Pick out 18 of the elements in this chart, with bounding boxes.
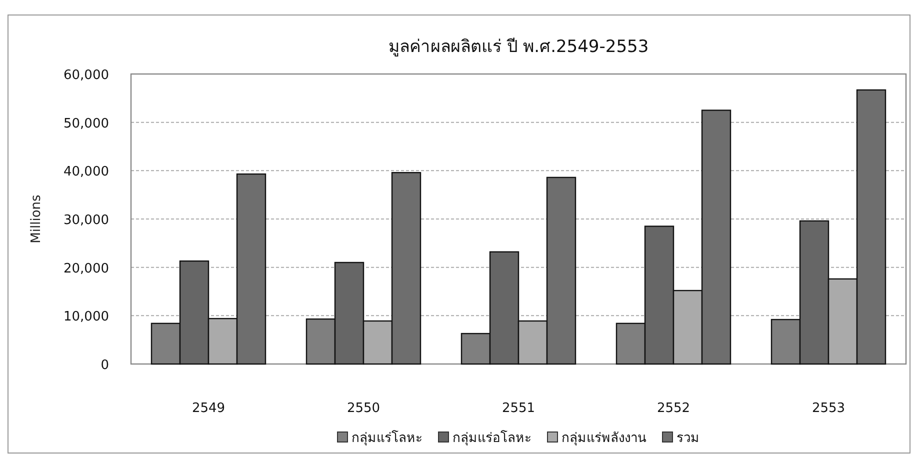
y-tick-label: 50,000: [64, 116, 109, 132]
legend-label: กลุ่มแร่โลหะ: [352, 430, 422, 446]
x-tick-label: 2550: [346, 401, 380, 416]
x-tick-label: 2552: [656, 401, 690, 416]
x-tick-label: 2553: [812, 401, 846, 416]
y-tick-label: 20,000: [64, 261, 109, 276]
y-axis-title: Millions: [29, 194, 44, 244]
y-tick-label: 10,000: [64, 310, 109, 325]
y-tick-label: 60,000: [64, 68, 109, 83]
legend-label: กลุ่มแร่อโลหะ: [452, 430, 532, 446]
x-tick-label: 2551: [502, 401, 536, 416]
y-tick-label: 40,000: [64, 164, 109, 180]
x-tick-label: 2549: [192, 401, 226, 416]
y-tick-label: 30,000: [64, 213, 109, 228]
legend-label: กลุ่มแร่พลังงาน: [562, 431, 646, 446]
legend-label: รวม: [676, 431, 700, 446]
chart-title: มูลค่าผลผลิตแร่ ปี พ.ศ.2549-2553: [388, 37, 649, 57]
y-tick-label: 0: [100, 358, 109, 373]
